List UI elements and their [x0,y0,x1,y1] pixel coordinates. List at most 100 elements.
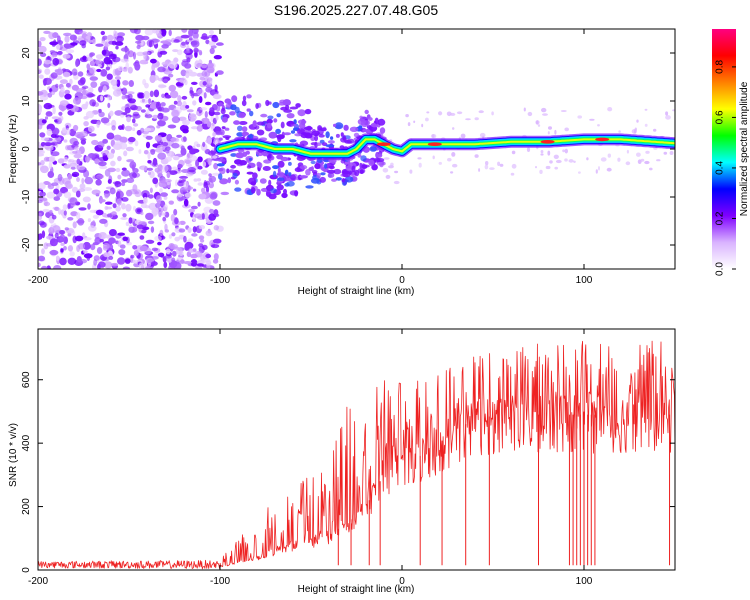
heatmap-cell [43,93,47,97]
heatmap-cell [278,102,286,106]
heatmap-cell [159,229,164,237]
heatmap-cell [290,130,296,134]
heatmap-cell [111,125,116,131]
heatmap-cell [147,152,151,160]
heatmap-cell [197,165,203,170]
heatmap-cell [181,169,190,173]
heatmap-cell [134,62,141,71]
heatmap-cell [209,30,214,35]
heatmap-cell [535,120,540,125]
heatmap-cell [193,47,199,53]
heatmap-cell [446,111,452,117]
heatmap-cell [260,113,268,118]
heatmap-cell [40,160,45,166]
heatmap-cell [128,80,134,87]
heatmap-cell [51,141,58,146]
heatmap-cell [171,109,179,118]
heatmap-cell [47,182,52,188]
x-tick-label: -100 [210,576,230,587]
heatmap-cell [234,179,239,185]
heatmap-cell [136,51,145,57]
heatmap-cell [57,158,65,164]
heatmap-cell [180,34,190,39]
heatmap-cell [124,125,133,132]
heatmap-cell [148,194,154,199]
heatmap-cell [249,110,254,117]
heatmap-cell [252,172,258,179]
heatmap-cell [456,111,463,115]
heatmap-cell [158,209,162,218]
heatmap-cell [59,230,66,235]
heatmap-cell [230,153,238,157]
heatmap-cell [268,131,278,139]
heatmap-cell [68,159,75,163]
colorbar-label: Normalized spectral amplitude [739,81,750,216]
heatmap-cell [38,262,41,267]
heatmap-cell [69,162,78,168]
heatmap-cell [626,149,630,154]
heatmap-cell [145,104,151,108]
heatmap-cell [526,147,531,153]
heatmap-cell [138,149,142,154]
heatmap-cell [343,124,349,131]
heatmap-cell [70,42,78,46]
heatmap-cell [57,117,62,123]
y-tick-label: 600 [21,371,32,388]
heatmap-cell [204,148,211,155]
heatmap-cell [38,74,44,79]
heatmap-cell [51,214,57,220]
heatmap-cell [60,242,65,246]
heatmap-cell [375,157,385,163]
heatmap-cell [511,150,516,155]
heatmap-cell [154,167,161,173]
heatmap-cell [183,136,187,142]
heatmap-cell [196,72,205,77]
heatmap-cell [157,252,165,258]
heatmap-cell [162,216,167,222]
heatmap-cell [102,85,107,92]
heatmap-cell [72,186,78,193]
heatmap-cell [120,114,125,118]
heatmap-cell [122,213,127,218]
heatmap-cell [199,107,208,111]
heatmap-cell [90,81,98,88]
heatmap-cell [145,135,153,140]
heatmap-cell [153,89,160,98]
heatmap-cell [342,171,351,178]
heatmap-cell [136,44,141,50]
heatmap-cell [196,62,203,68]
heatmap-cell [270,188,277,194]
heatmap-cell [38,91,44,96]
heatmap-cell [162,78,169,84]
heatmap-cell [99,199,106,203]
heatmap-cell [133,123,139,127]
snr-panel: -200 -100 0 100 0 200 400 600 Height of straig… [8,328,676,595]
heatmap-cell [53,136,62,143]
heatmap-cell [95,43,104,47]
heatmap-cell [238,121,248,125]
heatmap-cell [311,170,318,174]
heatmap-cell [286,181,295,187]
heatmap-cell [98,261,106,268]
heatmap-cell [182,119,190,126]
heatmap-cell [97,141,105,149]
heatmap-cell [141,98,145,103]
heatmap-cell [491,111,494,116]
heatmap-cell [535,166,537,169]
heatmap-cell [334,122,344,130]
heatmap-cell [191,81,198,85]
heatmap-cell [123,150,128,157]
heatmap-cell [156,144,166,151]
heatmap-cell [382,168,389,173]
heatmap-cell [67,202,71,210]
heatmap-cell [354,169,360,177]
heatmap-cell [179,220,186,225]
heatmap-cell [184,63,192,69]
heatmap-cell [209,107,215,113]
heatmap-cell [290,174,296,181]
heatmap-cell [92,242,100,246]
heatmap-cell [77,188,86,193]
heatmap-cell [64,93,72,100]
x-tick-label: 100 [576,576,593,587]
heatmap-cell [200,169,208,175]
